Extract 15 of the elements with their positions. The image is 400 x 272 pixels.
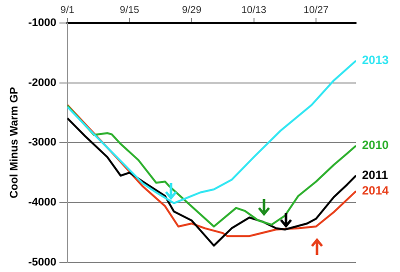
series-label: 2010 [362,138,390,152]
x-tick-label: 10/13 [241,4,267,16]
y-tick-label: -1000 [28,17,56,30]
x-tick-label: 9/29 [182,4,202,16]
x-tick-label: 10/27 [304,4,329,16]
x-tick-label: 9/1 [60,4,75,16]
series-label: 2014 [362,183,390,198]
x-tick-label: 9/15 [120,4,140,16]
y-tick-label: -5000 [28,256,56,268]
series-label: 2013 [362,53,390,68]
y-tick-label: -2000 [28,76,56,89]
series-label: 2011 [362,168,388,182]
y-tick-label: -3000 [28,136,56,149]
y-axis-title: Cool Minus Warm GP [8,86,21,198]
y-tick-label: -4000 [28,196,56,209]
